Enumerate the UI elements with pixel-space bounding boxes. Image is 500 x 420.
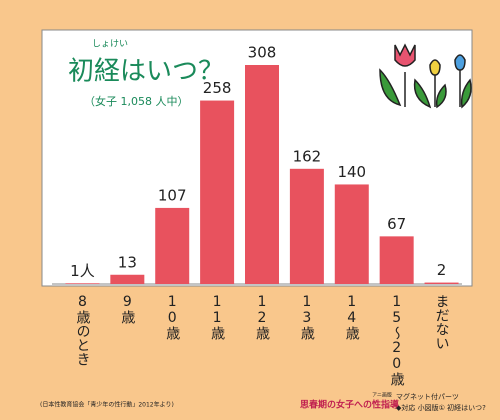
bar bbox=[380, 236, 414, 284]
x-tick-label: 8歳のとき bbox=[74, 294, 90, 366]
ref-note: ◆対応 小図版① 初経はいつ? bbox=[396, 403, 486, 412]
value-label: 140 bbox=[337, 163, 366, 181]
x-tick-label: 10歳 bbox=[164, 294, 180, 340]
value-label: 107 bbox=[158, 186, 187, 204]
source-note: (日本性教育協会「青少年の性行動」2012年より) bbox=[40, 401, 174, 409]
value-label: 308 bbox=[248, 44, 277, 62]
chart: しょけい 初経はいつ？ （女子 1,058 人中） (日本性教育協会「青少年の性… bbox=[0, 0, 500, 420]
parts-note: マグネット付パーツ bbox=[396, 392, 459, 401]
bar bbox=[245, 65, 279, 284]
bar bbox=[290, 169, 324, 284]
x-tick-label: 11歳 bbox=[209, 294, 225, 340]
title-ruby: しょけい bbox=[92, 39, 128, 50]
value-label: 13 bbox=[118, 253, 137, 271]
x-tick-label: 9歳 bbox=[119, 294, 135, 324]
logo: 思春期の女子への性指導 bbox=[300, 399, 399, 411]
chart-title: 初経はいつ？ bbox=[68, 57, 224, 87]
x-tick-label: まだない bbox=[434, 294, 450, 350]
bar bbox=[65, 283, 99, 284]
value-label: 67 bbox=[387, 215, 406, 233]
logo-tag: アニ画版 bbox=[372, 392, 392, 399]
value-label: 162 bbox=[293, 147, 322, 165]
subtitle: （女子 1,058 人中） bbox=[84, 94, 188, 108]
x-tick-label: 14歳 bbox=[344, 294, 360, 340]
x-tick-label: 15〜20歳 bbox=[389, 294, 405, 386]
bar bbox=[335, 184, 369, 284]
bar bbox=[155, 208, 189, 284]
value-label: 258 bbox=[203, 79, 232, 97]
bar bbox=[200, 101, 234, 284]
bar bbox=[110, 275, 144, 284]
value-label: 2 bbox=[437, 261, 447, 279]
value-label: 1人 bbox=[70, 262, 95, 280]
bar bbox=[425, 283, 459, 284]
x-tick-label: 13歳 bbox=[299, 294, 315, 340]
page: しょけい 初経はいつ？ （女子 1,058 人中） (日本性教育協会「青少年の性… bbox=[0, 0, 500, 420]
x-tick-label: 12歳 bbox=[254, 294, 270, 340]
